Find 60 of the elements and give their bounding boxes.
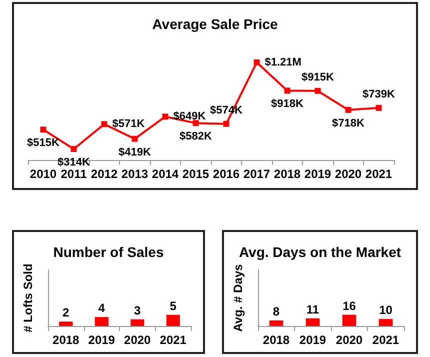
point <box>101 121 108 128</box>
data-label: $1.21M <box>264 56 302 68</box>
data-label: 4 <box>98 301 106 316</box>
chart-title: Average Sale Price <box>152 16 278 32</box>
data-label: $915K <box>302 71 334 84</box>
x-tick-label: 2019 <box>88 333 116 347</box>
x-tick-label: 2020 <box>336 333 363 347</box>
x-tick-label: 2021 <box>365 167 392 181</box>
point <box>70 146 77 152</box>
bar <box>59 322 73 326</box>
point <box>223 120 230 127</box>
point <box>345 106 352 113</box>
x-tick-label: 2010 <box>30 167 57 181</box>
x-tick-label: 2013 <box>121 167 148 181</box>
y-axis-title: # Lofts Sold <box>21 264 35 332</box>
data-label: 3 <box>134 303 142 318</box>
chart-title: Avg. Days on the Market <box>238 244 402 260</box>
data-label: 5 <box>170 298 177 313</box>
x-tick-label: 2012 <box>90 167 118 181</box>
x-tick-label: 2018 <box>262 333 290 347</box>
point <box>192 120 199 126</box>
point <box>40 126 46 133</box>
data-label: $739K <box>362 88 396 100</box>
point <box>132 136 138 142</box>
data-label: $918K <box>271 98 304 110</box>
chart-title: Number of Sales <box>53 244 164 260</box>
bar <box>166 314 180 326</box>
x-tick-label: 2021 <box>160 333 187 347</box>
x-tick-label: 2011 <box>60 167 88 181</box>
data-label: 16 <box>342 298 356 313</box>
data-label: $419K <box>118 146 152 158</box>
data-label: $515K <box>27 137 60 150</box>
x-tick-label: 2017 <box>243 167 270 181</box>
x-tick-label: 2020 <box>334 167 362 181</box>
data-label: $649K <box>173 110 206 123</box>
data-label: $582K <box>180 130 212 143</box>
x-tick-label: 2015 <box>182 167 210 181</box>
bar <box>130 319 144 326</box>
point <box>162 114 168 120</box>
point <box>376 104 382 111</box>
point <box>314 88 321 94</box>
x-tick-label: 2018 <box>52 333 80 347</box>
x-tick-label: 2021 <box>372 333 400 347</box>
data-label: $571K <box>112 118 145 130</box>
x-tick-label: 2018 <box>274 167 301 181</box>
point <box>284 88 290 94</box>
data-label: 8 <box>272 304 280 318</box>
x-tick-label: 2014 <box>152 167 179 181</box>
x-tick-label: 2019 <box>304 167 332 181</box>
x-tick-label: 2020 <box>124 333 152 347</box>
data-label: $314K <box>58 156 90 168</box>
data-label: 2 <box>62 306 70 320</box>
point <box>254 59 260 66</box>
y-axis-title: Avg. # Days <box>231 264 245 332</box>
x-tick-label: 2019 <box>299 333 326 347</box>
x-tick-label: 2016 <box>212 167 240 181</box>
data-label: $718K <box>332 117 365 130</box>
data-label: 11 <box>306 302 320 316</box>
bar <box>94 317 108 326</box>
data-label: 10 <box>379 303 393 317</box>
